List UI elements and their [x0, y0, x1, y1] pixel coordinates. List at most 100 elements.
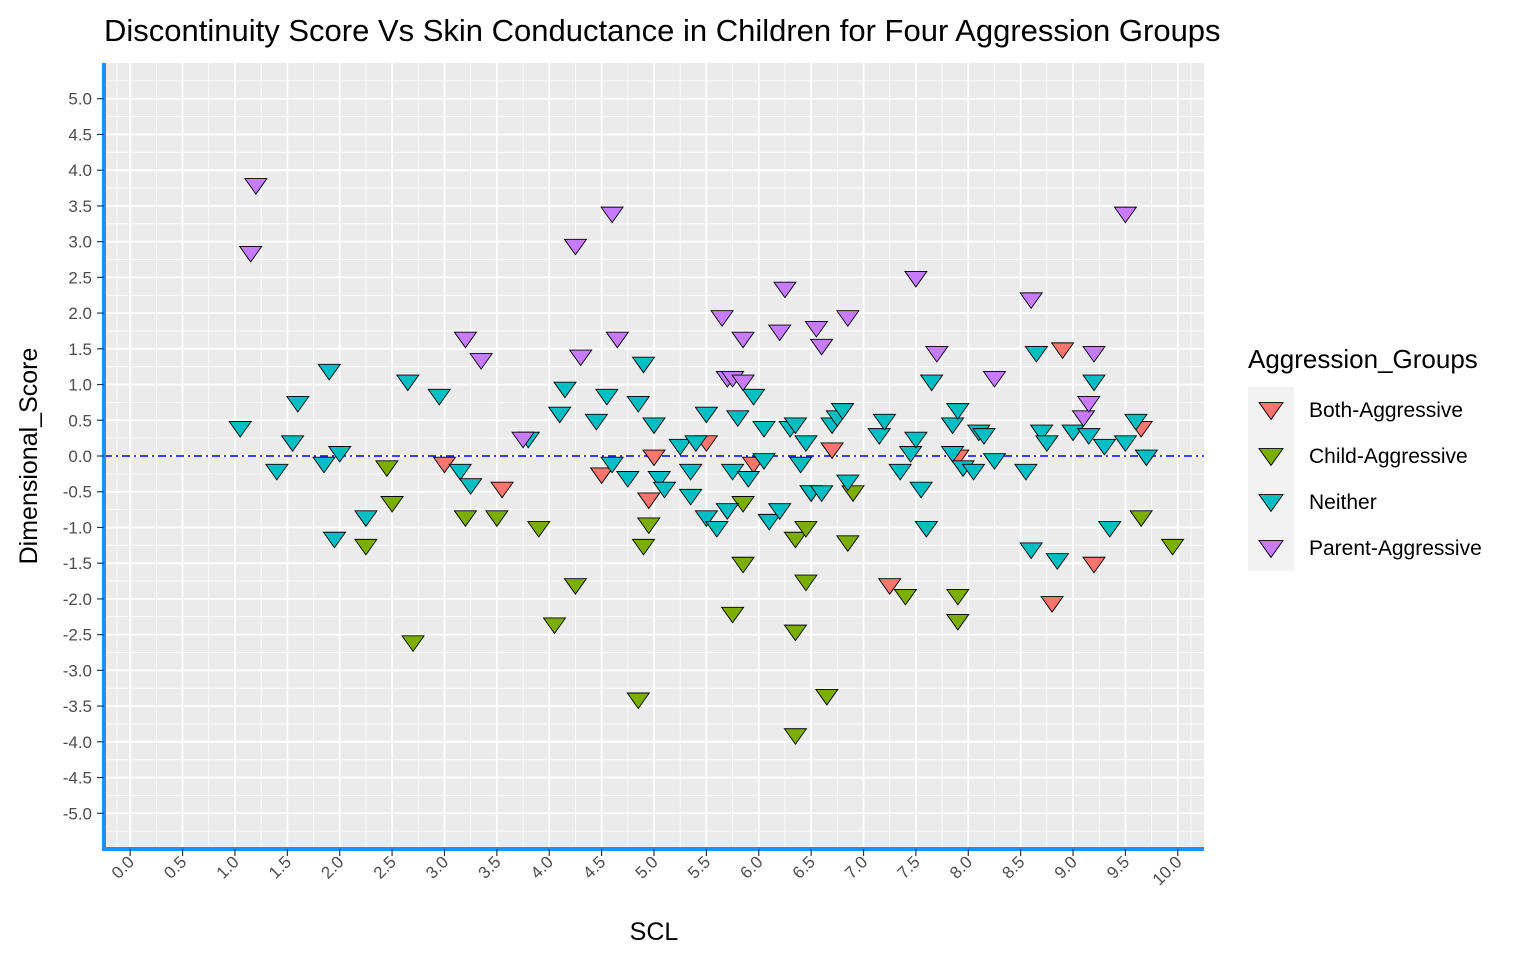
- y-tick-label: -1.5: [63, 554, 92, 573]
- data-point: [678, 463, 703, 481]
- data-point: [1160, 538, 1185, 556]
- data-point: [1071, 410, 1096, 428]
- data-point: [945, 403, 970, 420]
- data-point: [924, 346, 949, 363]
- data-point: [914, 521, 939, 538]
- data-point: [788, 456, 813, 474]
- chart-title: Discontinuity Score Vs Skin Conductance …: [104, 13, 1221, 48]
- data-point: [354, 510, 378, 528]
- y-tick-label: -3.5: [63, 697, 92, 716]
- data-point: [945, 588, 970, 606]
- y-tick-label: 2.5: [68, 268, 92, 287]
- y-tick-label: -4.5: [63, 769, 92, 788]
- data-point: [783, 728, 808, 746]
- data-point: [322, 531, 347, 549]
- x-tick-label: 1.5: [265, 852, 295, 882]
- data-point: [626, 396, 651, 413]
- data-point: [584, 413, 609, 431]
- data-point: [794, 521, 818, 538]
- x-axis-ticks: 0.0 0.5 1.0 1.5 2.0 2.5 3.0 3.5 4.0 4.5 5.0 5.5 6.0 6…: [108, 849, 1186, 889]
- y-tick-label: 5.0: [68, 90, 92, 109]
- y-tick-label: 1.0: [68, 376, 92, 395]
- y-tick-label: -2.0: [63, 590, 92, 609]
- data-point: [652, 481, 677, 499]
- data-point: [1029, 424, 1054, 442]
- data-point: [490, 481, 514, 499]
- data-point: [526, 521, 551, 538]
- data-point: [1097, 521, 1122, 538]
- x-tick-label: 8.5: [998, 852, 1028, 882]
- data-point: [972, 428, 996, 445]
- data-point: [783, 417, 808, 435]
- y-tick-label: -0.5: [63, 483, 92, 502]
- legend-key-symbol: [1258, 540, 1284, 559]
- y-tick-label: 3.0: [68, 233, 92, 252]
- data-point: [835, 474, 860, 492]
- data-point: [736, 471, 761, 488]
- data-point: [809, 485, 834, 503]
- data-point: [919, 374, 944, 392]
- data-point: [710, 310, 734, 328]
- data-point: [244, 178, 268, 195]
- x-axis-title: SCL: [630, 918, 679, 946]
- legend-items: Both-Aggressive Child-Aggressive Neither Pa…: [1248, 387, 1482, 571]
- data-point: [395, 374, 420, 392]
- x-tick-label: 10.0: [1149, 852, 1186, 889]
- data-point: [982, 453, 1007, 470]
- data-point: [317, 363, 342, 381]
- data-point: [484, 510, 509, 528]
- data-point: [594, 388, 619, 406]
- data-point: [636, 517, 661, 535]
- x-tick-label: 6.0: [736, 852, 766, 882]
- data-point: [804, 320, 829, 338]
- data-point: [453, 331, 478, 349]
- data-point: [1040, 596, 1064, 613]
- data-point: [1076, 428, 1101, 445]
- data-point: [731, 374, 755, 392]
- x-tick-label: 3.5: [475, 852, 505, 882]
- data-point: [668, 438, 693, 456]
- x-tick-label: 2.5: [370, 852, 400, 882]
- data-point: [741, 388, 766, 406]
- data-point: [327, 446, 352, 463]
- x-tick-label: 9.0: [1051, 852, 1081, 882]
- data-point: [264, 463, 289, 481]
- x-tick-label: 8.0: [946, 852, 976, 882]
- data-point: [1129, 510, 1154, 528]
- y-tick-label: 3.5: [68, 197, 92, 216]
- x-tick-label: 1.0: [213, 852, 243, 882]
- data-point: [1045, 553, 1070, 570]
- data-point: [647, 471, 672, 488]
- data-point: [469, 353, 494, 370]
- data-point: [380, 496, 404, 513]
- data-point: [767, 324, 792, 342]
- y-tick-label: -3.0: [63, 661, 92, 680]
- data-point: [720, 606, 745, 624]
- data-point: [904, 270, 928, 288]
- data-point: [904, 431, 928, 449]
- y-tick-label: 0.5: [68, 411, 92, 430]
- data-point: [893, 588, 918, 606]
- data-point: [814, 688, 839, 706]
- legend: Aggression_Groups Both-Aggressive Child-A…: [1248, 344, 1482, 571]
- x-tick-label: 4.5: [579, 852, 609, 882]
- x-tick-label: 9.5: [1103, 852, 1133, 882]
- legend-key-symbol: [1258, 448, 1284, 467]
- data-point: [1034, 435, 1059, 453]
- data-point: [783, 624, 808, 642]
- data-point: [631, 538, 656, 556]
- legend-key-symbol: [1258, 494, 1284, 513]
- data-point: [773, 281, 797, 299]
- data-point: [458, 478, 483, 495]
- data-point: [563, 578, 588, 595]
- legend-key-symbol: [1258, 402, 1284, 421]
- data-point: [448, 463, 473, 481]
- y-tick-label: -1.0: [63, 518, 92, 537]
- data-point: [1113, 206, 1138, 224]
- data-point: [600, 206, 624, 224]
- data-point: [752, 421, 776, 438]
- data-point: [228, 421, 253, 438]
- data-point: [1050, 342, 1075, 360]
- x-tick-label: 0.0: [108, 852, 138, 882]
